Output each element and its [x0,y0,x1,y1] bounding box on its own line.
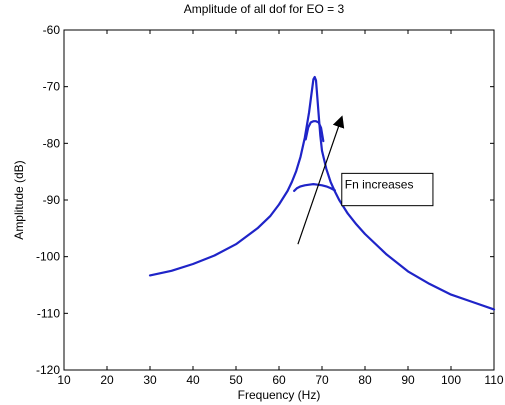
y-tick-label: -60 [43,23,61,37]
chart-title: Amplitude of all dof for EO = 3 [184,2,345,16]
series-line-3 [293,183,336,192]
x-tick-label: 100 [441,373,461,387]
x-tick-label: 110 [484,373,503,387]
y-tick-label: -90 [43,193,61,207]
y-axis-label: Amplitude (dB) [12,160,26,239]
x-axis-label: Frequency (Hz) [238,388,321,402]
y-tick-label: -110 [37,306,60,320]
trend-arrow [297,115,345,245]
x-tick-label: 20 [100,373,114,387]
y-tick-label: -80 [43,136,61,150]
series-line-2 [304,120,325,143]
x-tick-label: 60 [272,373,286,387]
x-tick-label: 10 [57,373,71,387]
y-tick-label: -70 [43,80,61,94]
x-tick-label: 30 [143,373,157,387]
x-tick-label: 90 [401,373,415,387]
series-line-1 [148,75,496,311]
y-axis: -60 -70 -80 -90 -100 -110 -120 [36,23,494,377]
y-tick-label: -120 [36,363,60,377]
annotation-box: Fn increases [341,172,434,207]
series-lines [148,75,496,311]
x-axis: 10 20 30 40 50 60 70 80 90 100 110 [57,30,504,387]
x-tick-label: 40 [186,373,200,387]
x-tick-label: 80 [358,373,372,387]
x-tick-label: 50 [229,373,243,387]
x-tick-label: 70 [315,373,329,387]
y-tick-label: -100 [36,250,60,264]
annotation-text: Fn increases [345,177,414,191]
